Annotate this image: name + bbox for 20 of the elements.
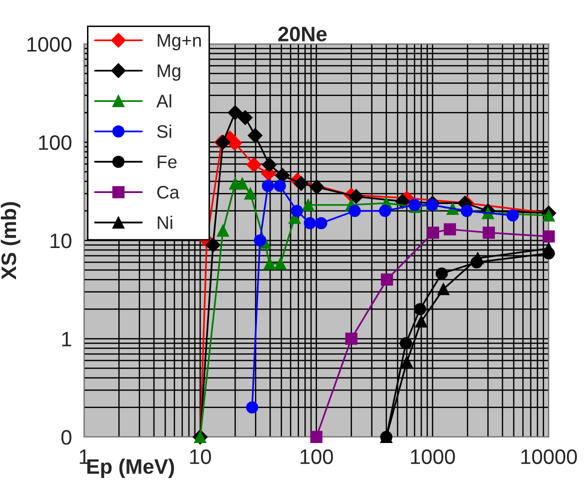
legend-label: Al — [156, 94, 172, 108]
x-tick-label: 100 — [300, 449, 333, 464]
x-tick-label: 10 — [190, 449, 211, 464]
x-tick-label: 1 — [80, 450, 89, 464]
legend-label: Mg — [158, 64, 180, 81]
y-tick-label: 1 — [62, 332, 72, 346]
y-axis-title: XS (mb) — [0, 202, 20, 280]
legend-label: Fe — [158, 156, 177, 168]
legend-label: Ni — [158, 216, 172, 229]
legend-label: Si — [157, 124, 172, 138]
x-tick-label: 1000 — [410, 449, 455, 464]
chart-title: 20Ne — [278, 26, 327, 42]
legend-label: Ca — [157, 186, 180, 199]
y-tick-label: 100 — [39, 135, 72, 150]
x-axis-title: Ep (MeV) — [87, 458, 174, 478]
legend-label: Mg+n — [158, 34, 201, 50]
y-tick-label: 1000 — [27, 36, 72, 52]
y-tick-label: 0 — [61, 430, 72, 445]
x-tick-label: 10000 — [521, 449, 577, 464]
y-tick-label: 10 — [50, 233, 72, 248]
